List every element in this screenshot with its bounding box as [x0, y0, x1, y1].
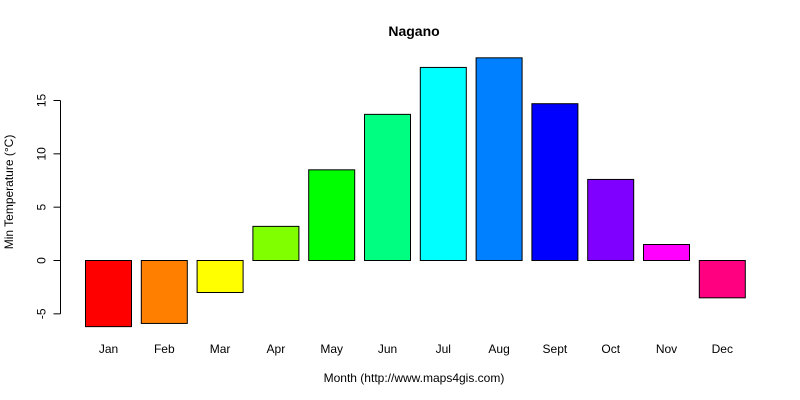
- bar-dec: [698, 260, 746, 299]
- x-tick-label: Jul: [436, 342, 451, 356]
- bar-feb: [140, 260, 188, 324]
- bar-mar: [196, 260, 244, 293]
- chart-title: Nagano: [388, 23, 439, 39]
- y-axis: -5 0 5 10 15: [35, 94, 61, 319]
- bar-jun: [364, 113, 411, 261]
- y-tick-label: 10: [35, 147, 49, 161]
- bar-aug: [475, 57, 523, 262]
- x-tick-label: May: [320, 342, 343, 356]
- bar-nov: [643, 244, 690, 261]
- y-axis-label: Min Temperature (°C): [2, 135, 16, 250]
- y-tick-label: 15: [35, 94, 49, 108]
- x-tick-label: Oct: [601, 342, 620, 356]
- x-tick-label: Nov: [656, 342, 677, 356]
- y-tick-label: 0: [35, 257, 49, 264]
- x-tick-label: Sept: [543, 342, 568, 356]
- x-axis-label: Month (http://www.maps4gis.com): [324, 371, 505, 385]
- bar-jan: [85, 260, 132, 328]
- bar-sept: [531, 103, 579, 261]
- bar-oct: [587, 178, 635, 261]
- x-tick-label: Apr: [267, 342, 286, 356]
- x-tick-label: Jan: [99, 342, 118, 356]
- bar-may: [308, 169, 356, 261]
- y-tick-label: -5: [35, 308, 49, 319]
- bar-apr: [252, 225, 300, 262]
- bars: [85, 57, 746, 328]
- x-tick-label: Dec: [712, 342, 733, 356]
- x-tick-label: Feb: [154, 342, 175, 356]
- x-tick-label: Aug: [488, 342, 509, 356]
- x-tick-labels: Jan Feb Mar Apr May Jun Jul Aug Sept Oct Nov Dec: [99, 342, 733, 356]
- x-tick-label: Jun: [378, 342, 397, 356]
- x-tick-label: Mar: [210, 342, 231, 356]
- bar-jul: [419, 66, 467, 261]
- y-tick-label: 5: [35, 204, 49, 211]
